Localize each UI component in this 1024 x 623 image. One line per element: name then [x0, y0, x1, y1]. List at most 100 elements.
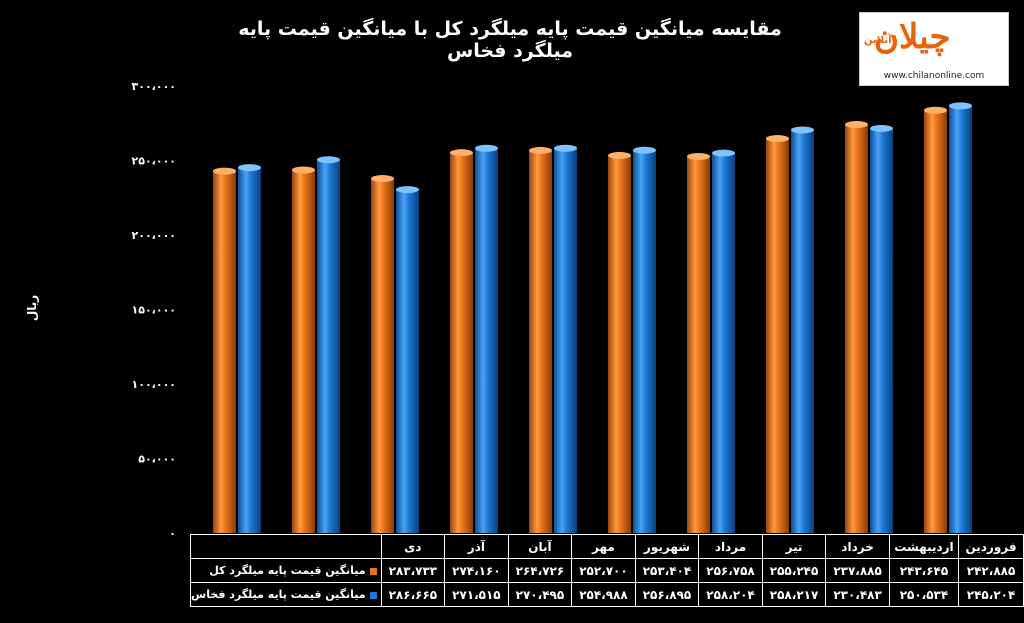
- bar-total: [213, 167, 236, 533]
- bar-body: [450, 152, 473, 534]
- bar-fakhas: [712, 149, 735, 534]
- bar-body: [712, 153, 735, 534]
- data-label-series-1: ۲۸۳،۷۳۳: [380, 558, 446, 583]
- bar-body: [475, 148, 498, 534]
- category-label: دی: [380, 534, 446, 559]
- bar-body: [949, 105, 972, 534]
- bar-body: [371, 178, 394, 534]
- bar-body: [791, 129, 814, 533]
- category-label: آذر: [444, 534, 509, 559]
- category-label: اردیبهشت: [888, 534, 960, 559]
- bar-body: [633, 150, 656, 534]
- bar-fakhas: [870, 124, 893, 533]
- bar-cap: [529, 146, 552, 154]
- data-label-series-1: ۲۵۶،۷۵۸: [698, 558, 763, 583]
- bar-fakhas: [554, 144, 577, 533]
- bar-body: [845, 124, 868, 534]
- data-label-series-2: ۲۷۰،۴۹۵: [507, 582, 573, 607]
- bar-total: [371, 175, 394, 534]
- brand-logo[interactable]: چیلان آنلاین www.chilanonline.com: [859, 12, 1009, 86]
- data-label-series-2: ۲۵۸،۲۰۴: [698, 582, 763, 607]
- logo-mark: چیلان: [874, 17, 953, 57]
- bar-total: [687, 152, 710, 534]
- bar-cap: [949, 102, 972, 110]
- bar-total: [766, 135, 789, 533]
- y-tick-label: ۱۰۰،۰۰۰: [132, 378, 176, 391]
- bar-cap: [475, 144, 498, 152]
- y-tick-label: ۳۰۰،۰۰۰: [132, 80, 176, 93]
- bar-body: [687, 156, 710, 534]
- legend-label: میانگین قیمت پایه میلگرد فخاس: [191, 588, 366, 601]
- bar-body: [317, 159, 340, 533]
- category-label: شهریور: [634, 534, 700, 559]
- bar-cap: [633, 146, 656, 154]
- data-label-series-2: ۲۵۶،۸۹۵: [634, 582, 700, 607]
- bar-total: [924, 106, 947, 534]
- data-label-series-2: ۲۵۰،۵۳۴: [888, 582, 960, 607]
- bar-fakhas: [396, 186, 419, 534]
- chart-title: مقایسه میانگین قیمت پایه میلگرد کل با می…: [238, 18, 782, 62]
- data-label-series-2: ۲۴۵،۲۰۴: [958, 582, 1024, 607]
- data-label-series-2: ۲۵۸،۲۱۷: [761, 582, 827, 607]
- data-table: فروردین اردیبهشت خرداد تیر مرداد شهریور مهر آبا…: [190, 534, 1024, 607]
- data-label-series-1: ۲۵۵،۲۴۵: [761, 558, 827, 583]
- y-tick-label: ۱۵۰،۰۰۰: [132, 304, 176, 317]
- legend-swatch-orange: [369, 567, 377, 575]
- bar-fakhas: [791, 126, 814, 533]
- logo-url: www.chilanonline.com: [883, 71, 985, 81]
- y-tick-label: ۲۵۰،۰۰۰: [132, 155, 176, 168]
- bar-body: [608, 155, 631, 533]
- bar-body: [554, 148, 577, 533]
- bar-chart: ۰ ۵۰،۰۰۰ ۱۰۰،۰۰۰ ۱۵۰،۰۰۰ ۲۰۰،۰۰۰ ۲۵۰،۰۰۰ ۳۰۰،۰…: [25, 80, 972, 535]
- category-label: فروردین: [958, 534, 1024, 559]
- y-tick-label: ۲۰۰،۰۰۰: [132, 229, 176, 242]
- bar-cap: [845, 121, 868, 129]
- data-label-series-1: ۲۴۲،۸۸۵: [958, 558, 1024, 583]
- legend-series-2: میانگین قیمت پایه میلگرد فخاس: [190, 582, 382, 607]
- table-corner: [190, 534, 382, 559]
- category-label: مرداد: [698, 534, 763, 559]
- bar-fakhas: [317, 156, 340, 533]
- y-tick-label: ۰: [169, 527, 176, 535]
- data-label-series-1: ۲۴۳،۶۴۵: [888, 558, 960, 583]
- category-label: مهر: [571, 534, 636, 559]
- bar-cap: [292, 166, 315, 174]
- bar-fakhas: [238, 164, 261, 533]
- data-label-series-1: ۲۵۳،۴۰۴: [634, 558, 700, 583]
- bar-cap: [554, 144, 577, 152]
- y-tick-label: ۵۰،۰۰۰: [138, 453, 176, 466]
- bar-cap: [924, 106, 947, 114]
- bar-cap: [371, 175, 394, 183]
- bar-fakhas: [475, 144, 498, 534]
- legend-label: میانگین قیمت پایه میلگرد کل: [209, 564, 366, 577]
- bar-body: [870, 128, 893, 533]
- data-label-series-1: ۲۷۴،۱۶۰: [444, 558, 509, 583]
- data-label-series-2: ۲۷۱،۵۱۵: [444, 582, 509, 607]
- bar-cap: [608, 151, 631, 159]
- bar-cap: [450, 149, 473, 157]
- category-label: آبان: [507, 534, 573, 559]
- legend-swatch-blue: [369, 591, 377, 599]
- bar-cap: [870, 124, 893, 132]
- bar-cap: [687, 152, 710, 160]
- bar-cap: [791, 126, 814, 134]
- table-row: ۲۴۵،۲۰۴ ۲۵۰،۵۳۴ ۲۳۰،۴۸۳ ۲۵۸،۲۱۷ ۲۵۸،۲۰۴ ۲۵۶،۸…: [190, 582, 1024, 607]
- bar-cap: [238, 164, 261, 172]
- bar-total: [529, 146, 552, 533]
- bar-cap: [213, 167, 236, 175]
- bar-body: [292, 169, 315, 534]
- data-label-series-2: ۲۳۰،۴۸۳: [825, 582, 890, 607]
- data-label-series-1: ۲۶۴،۷۲۶: [507, 558, 573, 583]
- data-label-series-2: ۲۸۶،۶۶۵: [380, 582, 446, 607]
- bar-fakhas: [949, 102, 972, 534]
- logo-subtitle: آنلاین: [864, 35, 892, 46]
- bar-body: [766, 138, 789, 533]
- data-label-series-1: ۲۳۷،۸۸۵: [825, 558, 890, 583]
- bar-cap: [712, 149, 735, 157]
- bar-total: [608, 151, 631, 533]
- data-label-series-1: ۲۵۲،۷۰۰: [571, 558, 636, 583]
- category-label: تیر: [761, 534, 827, 559]
- bar-body: [529, 150, 552, 533]
- bar-total: [450, 149, 473, 534]
- bar-body: [924, 110, 947, 534]
